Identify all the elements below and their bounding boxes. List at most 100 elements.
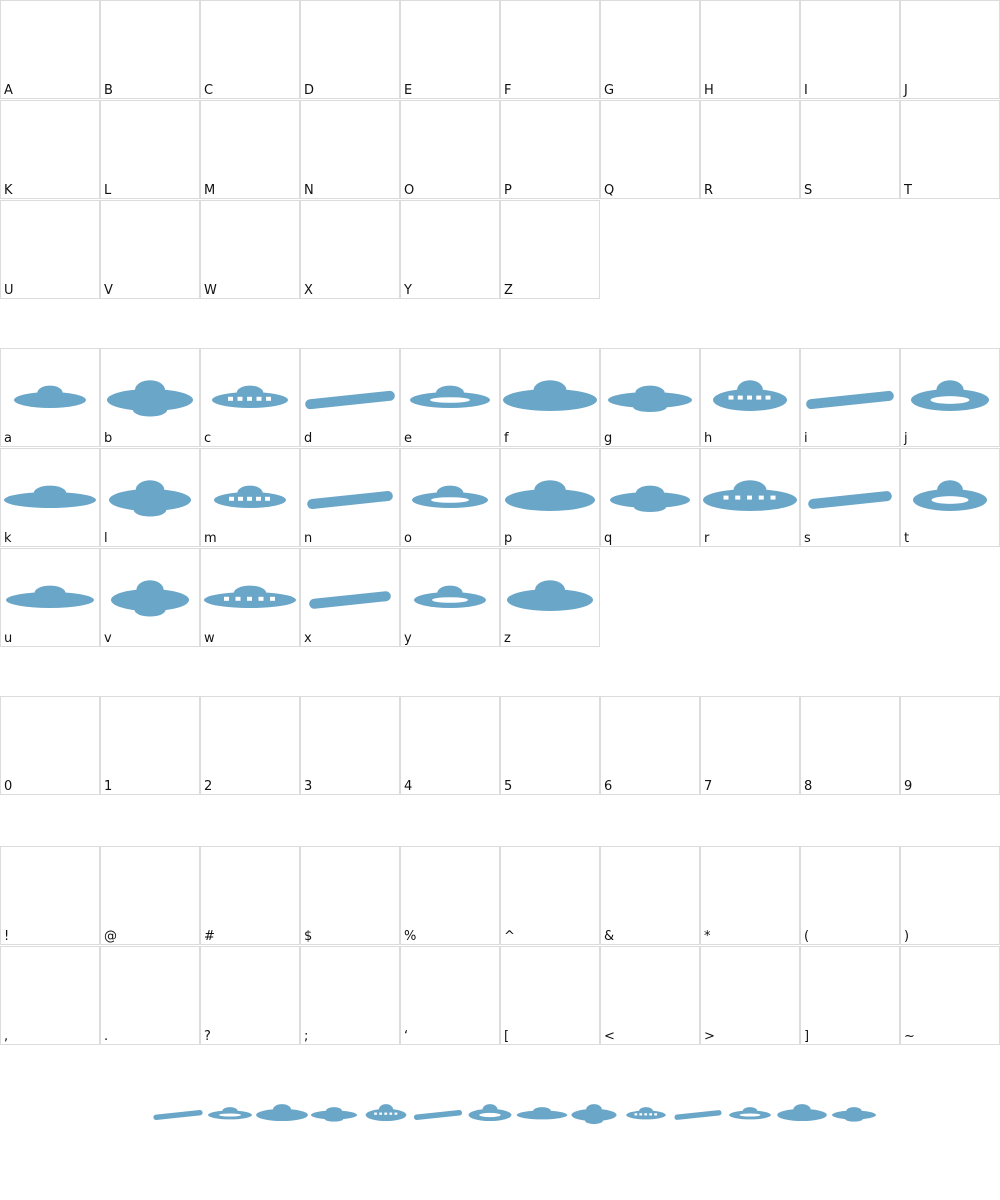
glyph-label: ?	[204, 1029, 211, 1044]
glyph-window	[237, 396, 243, 401]
glyph-label: 9	[904, 779, 912, 794]
glyph-window	[644, 1113, 648, 1116]
glyph-cell	[400, 0, 500, 99]
glyph-label: %	[404, 929, 416, 944]
glyph-label: q	[604, 531, 612, 546]
glyph-cell	[0, 846, 100, 945]
glyph-ring	[430, 397, 470, 403]
glyph-label: E	[404, 83, 412, 98]
glyph-cell	[500, 100, 600, 199]
glyph-label: <	[604, 1029, 615, 1044]
glyph-cell	[600, 696, 700, 795]
glyph-label: m	[204, 531, 217, 546]
glyph-label: s	[804, 531, 811, 546]
glyph-label: t	[904, 531, 909, 546]
glyph-label: z	[504, 631, 511, 646]
glyph-part	[6, 592, 94, 608]
glyph-cell	[900, 100, 1000, 199]
glyph-window	[229, 496, 234, 501]
glyph-label: l	[104, 531, 108, 546]
glyph-cell	[100, 946, 200, 1045]
glyph-window	[379, 1112, 383, 1115]
glyph-part	[153, 1109, 203, 1121]
glyph-label: N	[304, 183, 314, 198]
glyph	[610, 485, 690, 512]
glyph-label: ,	[4, 1029, 8, 1044]
glyph-part	[636, 485, 664, 500]
glyph-part	[324, 1116, 344, 1122]
glyph-window	[756, 395, 762, 400]
glyph	[153, 1109, 203, 1121]
glyph-cell	[500, 946, 600, 1045]
glyph-cell	[600, 0, 700, 99]
glyph-cell	[500, 846, 600, 945]
glyph-part	[325, 1107, 343, 1116]
glyph	[832, 1107, 876, 1122]
glyph-label: d	[304, 431, 312, 446]
glyph-label: P	[504, 183, 512, 198]
glyph-window	[723, 495, 729, 500]
glyph-label: S	[804, 183, 812, 198]
glyph-part	[134, 603, 166, 617]
glyph-label: y	[404, 631, 412, 646]
glyph-cell	[200, 696, 300, 795]
glyph-part	[135, 480, 165, 500]
glyph-part	[378, 1104, 394, 1116]
glyph-label: ]	[804, 1029, 809, 1044]
glyph-cell	[500, 696, 600, 795]
glyph-label: Y	[403, 283, 412, 298]
glyph-cell	[600, 946, 700, 1045]
glyph-label: i	[804, 431, 808, 446]
glyph-part	[846, 1107, 862, 1116]
glyph	[305, 390, 395, 410]
glyph	[4, 485, 96, 508]
glyph-window	[238, 496, 243, 501]
glyph-part	[793, 1104, 811, 1116]
glyph-label: *	[704, 929, 711, 944]
glyph-part	[305, 390, 395, 410]
glyph-part	[635, 385, 665, 400]
glyph-cell	[200, 200, 300, 299]
glyph-window	[394, 1112, 398, 1115]
glyph-window	[384, 1112, 388, 1115]
glyph-window	[266, 396, 271, 401]
glyph-cell	[200, 0, 300, 99]
glyph-cell	[300, 846, 400, 945]
glyph-cell	[300, 0, 400, 99]
glyph-ring	[739, 1113, 761, 1117]
glyph	[14, 385, 86, 408]
glyph	[307, 491, 393, 509]
glyph-cell	[100, 696, 200, 795]
glyph-label: G	[604, 83, 614, 98]
glyph	[703, 480, 797, 511]
glyph-label: !	[4, 929, 9, 944]
glyph-label: o	[404, 531, 412, 546]
glyph-window	[256, 496, 261, 501]
glyph	[214, 485, 286, 508]
glyph-label: U	[4, 283, 14, 298]
glyph-part	[806, 390, 894, 410]
glyph-label: 6	[604, 779, 612, 794]
glyph-label: X	[304, 283, 313, 298]
glyph-part	[584, 1116, 604, 1125]
glyph-cell	[400, 946, 500, 1045]
glyph-window	[758, 495, 764, 500]
glyph-part	[222, 1107, 238, 1116]
glyph-ring	[930, 396, 970, 404]
glyph-cell	[400, 100, 500, 199]
glyph-part	[436, 385, 464, 400]
glyph-window	[247, 496, 252, 501]
glyph-cell	[0, 200, 100, 299]
glyph-cell	[0, 100, 100, 199]
glyph-ring	[219, 1113, 241, 1117]
glyph-label: D	[304, 83, 314, 98]
glyph-label: &	[604, 929, 614, 944]
glyph-part	[634, 502, 666, 512]
glyph-label: Q	[604, 183, 614, 198]
glyph-window	[747, 395, 752, 400]
glyph-label: T	[903, 183, 912, 198]
glyph-label: $	[304, 929, 312, 944]
glyph-label: a	[4, 431, 12, 446]
glyph-label: w	[204, 631, 215, 646]
glyph-cell	[900, 0, 1000, 99]
